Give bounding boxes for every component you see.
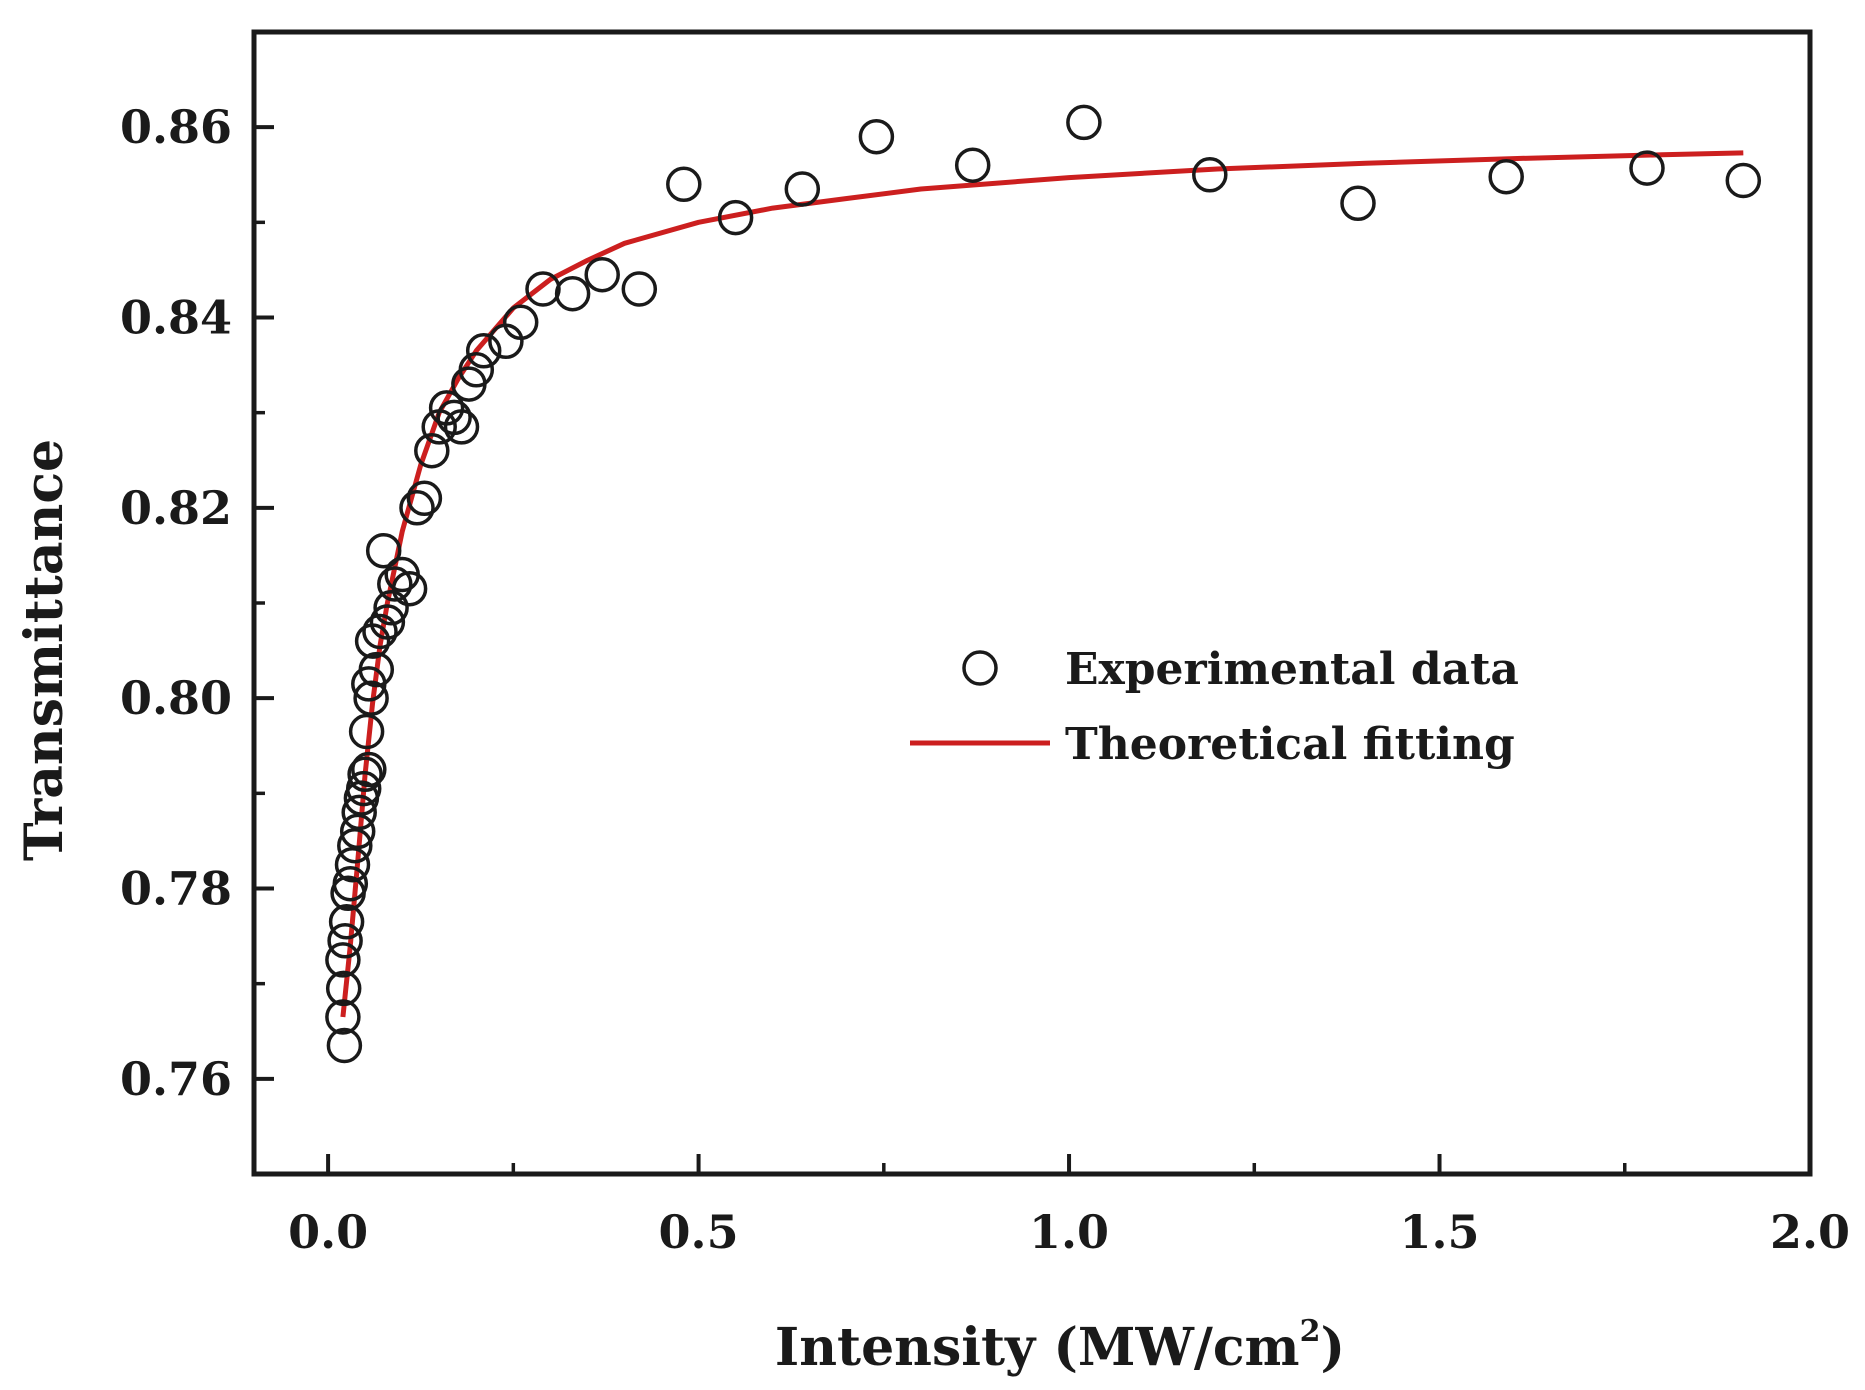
- experimental-data-point: [858, 118, 895, 155]
- theoretical-fitting-series: [340, 150, 1744, 1018]
- x-tick-label: 2.0: [1770, 1205, 1850, 1259]
- x-axis-title: Intensity (MW/cm2): [775, 1314, 1345, 1378]
- experimental-data-point: [525, 271, 561, 307]
- experimental-data-point: [377, 566, 413, 602]
- experimental-data-point: [1340, 185, 1376, 222]
- experimental-data-point: [954, 147, 991, 183]
- experimental-data-point: [666, 166, 702, 203]
- experimental-data-point: [328, 904, 365, 940]
- legend-marker-experimental: [962, 650, 998, 686]
- experimental-data-point: [1629, 150, 1665, 186]
- experimental-data-point: [1066, 104, 1102, 141]
- experimental-data-point: [351, 751, 387, 788]
- y-tick-label: 0.82: [120, 481, 232, 535]
- experimental-data-point: [414, 432, 450, 469]
- x-axis-title-main: Intensity (MW/cm: [775, 1317, 1300, 1378]
- plot-frame: [251, 29, 1813, 1177]
- experimental-data-point: [327, 923, 363, 959]
- experimental-data-point: [347, 756, 383, 793]
- y-tick-label: 0.78: [120, 862, 232, 916]
- experimental-data-point: [443, 409, 480, 445]
- y-tick-label: 0.80: [120, 671, 232, 725]
- experimental-data-point: [341, 794, 377, 831]
- experimental-data-point: [621, 271, 658, 307]
- y-axis-title: Transmittance: [14, 439, 75, 861]
- legend: Experimental data Theoretical fitting: [910, 644, 1519, 770]
- experimental-data-point: [554, 275, 591, 312]
- x-axis-ticks: [326, 1154, 1812, 1174]
- experimental-data-point: [345, 770, 382, 807]
- experimental-data-point: [369, 604, 406, 640]
- experimental-data-point: [326, 1027, 363, 1064]
- experimental-data-point: [348, 713, 385, 750]
- x-tick-label: 1.0: [1029, 1205, 1109, 1259]
- experimental-data-point: [325, 999, 361, 1035]
- x-axis-title-end: ): [1320, 1317, 1345, 1378]
- legend-label-theoretical: Theoretical fitting: [1065, 719, 1515, 770]
- experimental-data-point: [502, 304, 539, 341]
- y-tick-label: 0.76: [120, 1052, 232, 1106]
- legend-label-experimental: Experimental data: [1065, 644, 1519, 695]
- experimental-data-point: [465, 333, 502, 369]
- x-tick-label: 0.0: [288, 1205, 368, 1259]
- experimental-data-series: [325, 104, 1762, 1064]
- y-axis-ticks: [254, 125, 274, 1081]
- x-axis-title-superscript: 2: [1300, 1314, 1321, 1349]
- experimental-data-point: [784, 171, 821, 207]
- experimental-data-point: [365, 532, 402, 569]
- y-axis-tick-labels: 0.76 0.78 0.80 0.82 0.84 0.86: [120, 100, 232, 1106]
- experimental-data-point: [1192, 157, 1228, 193]
- experimental-data-point: [353, 680, 389, 716]
- experimental-data-point: [1725, 162, 1762, 199]
- experimental-data-point: [584, 256, 620, 293]
- y-tick-label: 0.84: [120, 291, 232, 345]
- experimental-data-point: [362, 613, 398, 650]
- experimental-data-point: [358, 651, 395, 688]
- x-axis-tick-labels: 0.0 0.5 1.0 1.5 2.0: [288, 1205, 1850, 1259]
- experimental-data-point: [332, 865, 369, 902]
- y-tick-label: 0.86: [120, 100, 232, 154]
- experimental-data-point: [325, 970, 362, 1007]
- experimental-data-point: [334, 846, 371, 883]
- experimental-data-point: [337, 827, 373, 864]
- experimental-data-point: [406, 480, 443, 517]
- x-tick-label: 1.5: [1400, 1205, 1480, 1259]
- experimental-data-point: [373, 590, 409, 626]
- experimental-data-point: [717, 199, 754, 236]
- experimental-data-point: [399, 490, 435, 526]
- theoretical-fitting-line: [340, 150, 1744, 1018]
- experimental-data-point: [1488, 158, 1524, 195]
- x-tick-label: 0.5: [659, 1205, 739, 1259]
- experimental-data-point: [391, 570, 428, 607]
- experimental-data-point: [325, 942, 361, 978]
- experimental-data-point: [436, 399, 472, 436]
- experimental-data-point: [458, 352, 495, 388]
